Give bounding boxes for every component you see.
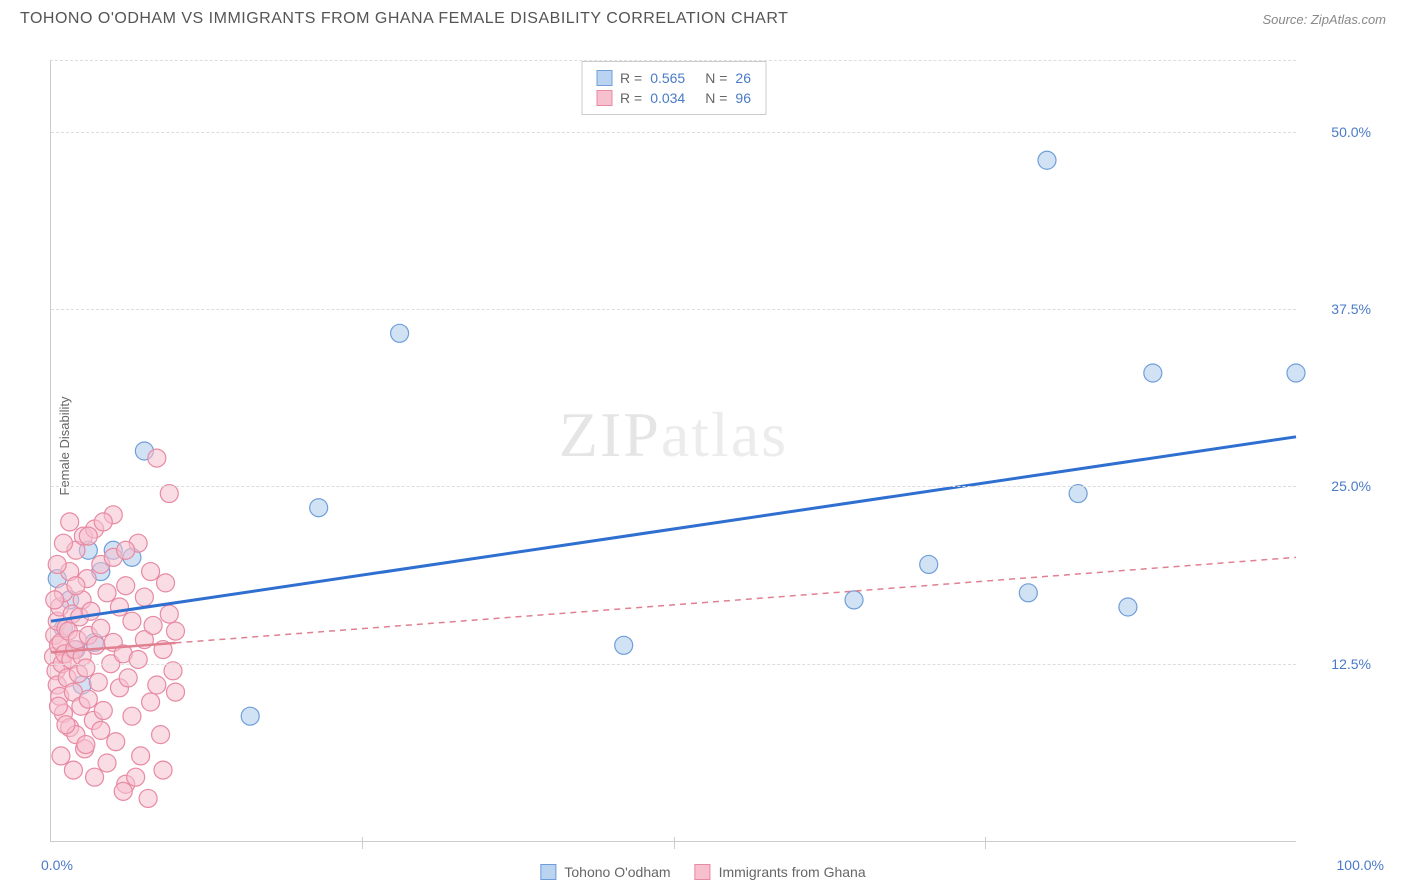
y-tick-label: 50.0% — [1331, 124, 1371, 140]
legend-swatch — [596, 90, 612, 106]
scatter-point — [132, 747, 150, 765]
stats-n-label: N = — [705, 70, 727, 86]
scatter-point — [87, 636, 105, 654]
scatter-point — [148, 676, 166, 694]
scatter-point — [98, 754, 116, 772]
legend-item: Tohono O'odham — [540, 864, 670, 880]
scatter-point — [64, 761, 82, 779]
chart-plot-area: R =0.565N =26R =0.034N =96 ZIPatlas 12.5… — [50, 60, 1296, 842]
scatter-plot-svg — [51, 61, 1296, 841]
legend-swatch — [596, 70, 612, 86]
scatter-point — [57, 716, 75, 734]
scatter-point — [144, 616, 162, 634]
gridline-vertical — [362, 837, 363, 849]
scatter-point — [77, 659, 95, 677]
stats-legend-row: R = 0.565 N = 26 — [596, 68, 751, 88]
scatter-point — [1119, 598, 1137, 616]
scatter-point — [135, 588, 153, 606]
scatter-point — [241, 707, 259, 725]
legend-swatch — [540, 864, 556, 880]
stats-n-label: N = — [705, 90, 727, 106]
scatter-point — [117, 541, 135, 559]
scatter-point — [152, 726, 170, 744]
gridline-vertical — [674, 837, 675, 849]
scatter-point — [114, 782, 132, 800]
scatter-point — [142, 693, 160, 711]
page-title: TOHONO O'ODHAM VS IMMIGRANTS FROM GHANA … — [20, 10, 788, 28]
stats-legend-box: R = 0.565 N = 26 R = 0.034 N = 96 — [581, 61, 766, 115]
scatter-point — [119, 669, 137, 687]
scatter-point — [142, 563, 160, 581]
scatter-point — [79, 690, 97, 708]
scatter-point — [160, 605, 178, 623]
scatter-point — [129, 650, 147, 668]
scatter-point — [920, 555, 938, 573]
scatter-point — [52, 747, 70, 765]
stats-r-value: 0.565 — [650, 70, 685, 86]
scatter-point — [107, 733, 125, 751]
scatter-point — [167, 622, 185, 640]
scatter-point — [98, 584, 116, 602]
scatter-point — [1019, 584, 1037, 602]
scatter-point — [46, 591, 64, 609]
y-tick-label: 12.5% — [1331, 656, 1371, 672]
scatter-point — [48, 555, 66, 573]
scatter-point — [94, 513, 112, 531]
legend-label: Immigrants from Ghana — [719, 864, 866, 880]
scatter-point — [157, 574, 175, 592]
stats-legend-row: R = 0.034 N = 96 — [596, 88, 751, 108]
scatter-point — [1038, 151, 1056, 169]
scatter-point — [123, 707, 141, 725]
scatter-point — [123, 612, 141, 630]
gridline-vertical — [985, 837, 986, 849]
scatter-point — [1287, 364, 1305, 382]
scatter-point — [89, 673, 107, 691]
gridline-horizontal — [51, 309, 1296, 310]
scatter-point — [92, 721, 110, 739]
scatter-point — [154, 761, 172, 779]
legend-swatch — [695, 864, 711, 880]
scatter-point — [391, 324, 409, 342]
stats-r-label: R = — [620, 90, 642, 106]
gridline-horizontal — [51, 486, 1296, 487]
scatter-point — [79, 527, 97, 545]
x-tick-max: 100.0% — [1337, 857, 1384, 873]
stats-n-value: 96 — [735, 90, 751, 106]
scatter-point — [61, 513, 79, 531]
source-label: Source: ZipAtlas.com — [1262, 12, 1386, 27]
scatter-point — [127, 768, 145, 786]
scatter-point — [310, 499, 328, 517]
scatter-point — [54, 534, 72, 552]
legend-item: Immigrants from Ghana — [695, 864, 866, 880]
scatter-point — [49, 697, 67, 715]
scatter-point — [67, 577, 85, 595]
gridline-horizontal — [51, 664, 1296, 665]
stats-n-value: 26 — [735, 70, 751, 86]
x-tick-min: 0.0% — [41, 857, 73, 873]
gridline-horizontal — [51, 132, 1296, 133]
legend-label: Tohono O'odham — [564, 864, 670, 880]
scatter-point — [615, 636, 633, 654]
scatter-point — [1144, 364, 1162, 382]
scatter-point — [77, 736, 95, 754]
scatter-point — [148, 449, 166, 467]
y-tick-label: 37.5% — [1331, 301, 1371, 317]
scatter-point — [167, 683, 185, 701]
scatter-point — [139, 789, 157, 807]
y-tick-label: 25.0% — [1331, 478, 1371, 494]
series-legend: Tohono O'odham Immigrants from Ghana — [540, 864, 865, 880]
stats-r-label: R = — [620, 70, 642, 86]
scatter-point — [86, 768, 104, 786]
trend-line-blue — [51, 437, 1296, 621]
stats-r-value: 0.034 — [650, 90, 685, 106]
scatter-point — [845, 591, 863, 609]
scatter-point — [117, 577, 135, 595]
scatter-point — [94, 702, 112, 720]
scatter-point — [92, 619, 110, 637]
